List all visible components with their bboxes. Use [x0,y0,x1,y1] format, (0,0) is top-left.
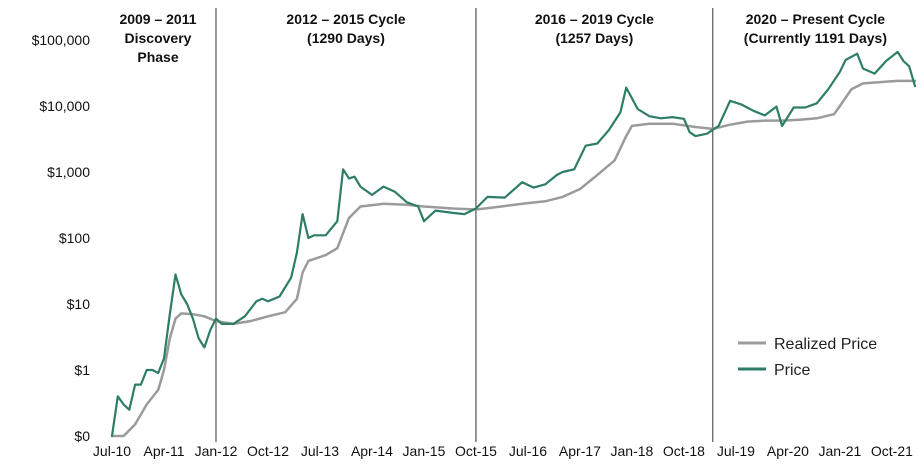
phase-title-line: 2020 – Present Cycle [746,11,886,27]
x-tick-label: Jan-15 [403,443,446,459]
phase-title-line: (1290 Days) [307,30,385,46]
y-tick-label: $1,000 [47,164,90,180]
legend-label-realized-price: Realized Price [774,336,877,353]
x-tick-label: Jul-16 [509,443,547,459]
phase-dividers [215,8,714,442]
x-tick-label: Oct-18 [663,443,705,459]
y-tick-label: $10,000 [39,98,90,114]
phase-title-line: (Currently 1191 Days) [744,30,887,46]
x-tick-label: Oct-15 [455,443,497,459]
x-tick-label: Apr-17 [559,443,601,459]
y-tick-label: $0 [74,428,90,444]
phase-title-line: 2016 – 2019 Cycle [535,11,654,27]
x-tick-label: Jan-12 [195,443,238,459]
phase-title-line: 2012 – 2015 Cycle [286,11,405,27]
series-line-realized-price [110,79,917,438]
x-tick-label: Jul-19 [717,443,755,459]
phase-titles: 2009 – 2011 Discovery Phase 2012 – 2015 Cyc… [119,11,887,65]
y-tick-label: $10 [67,296,91,312]
x-tick-label: Jul-10 [93,443,131,459]
y-tick-label: $100 [59,230,90,246]
phase-title-line: Discovery [125,30,192,46]
series-layer [110,50,917,438]
legend-label-price: Price [774,362,811,379]
x-axis: Jul-10 Apr-11 Jan-12 Oct-12 Jul-13 Apr-14 Jan-… [93,443,913,459]
x-tick-label: Jan-21 [818,443,861,459]
y-tick-label: $1 [74,362,90,378]
legend: Realized Price Price [738,336,877,379]
x-tick-label: Jan-18 [611,443,654,459]
x-tick-label: Apr-11 [144,443,185,459]
x-tick-label: Oct-12 [247,443,289,459]
y-axis: $0 $1 $10 $100 $1,000 $10,000 $100,000 [32,32,91,444]
x-tick-label: Apr-20 [767,443,809,459]
x-tick-label: Apr-14 [351,443,393,459]
x-tick-label: Jul-13 [301,443,339,459]
y-tick-label: $100,000 [32,32,91,48]
phase-title-line: Phase [137,49,178,65]
phase-title-line: (1257 Days) [555,30,633,46]
series-line-price [110,50,917,438]
phase-title-line: 2009 – 2011 [119,11,196,27]
x-tick-label: Oct-21 [871,443,913,459]
